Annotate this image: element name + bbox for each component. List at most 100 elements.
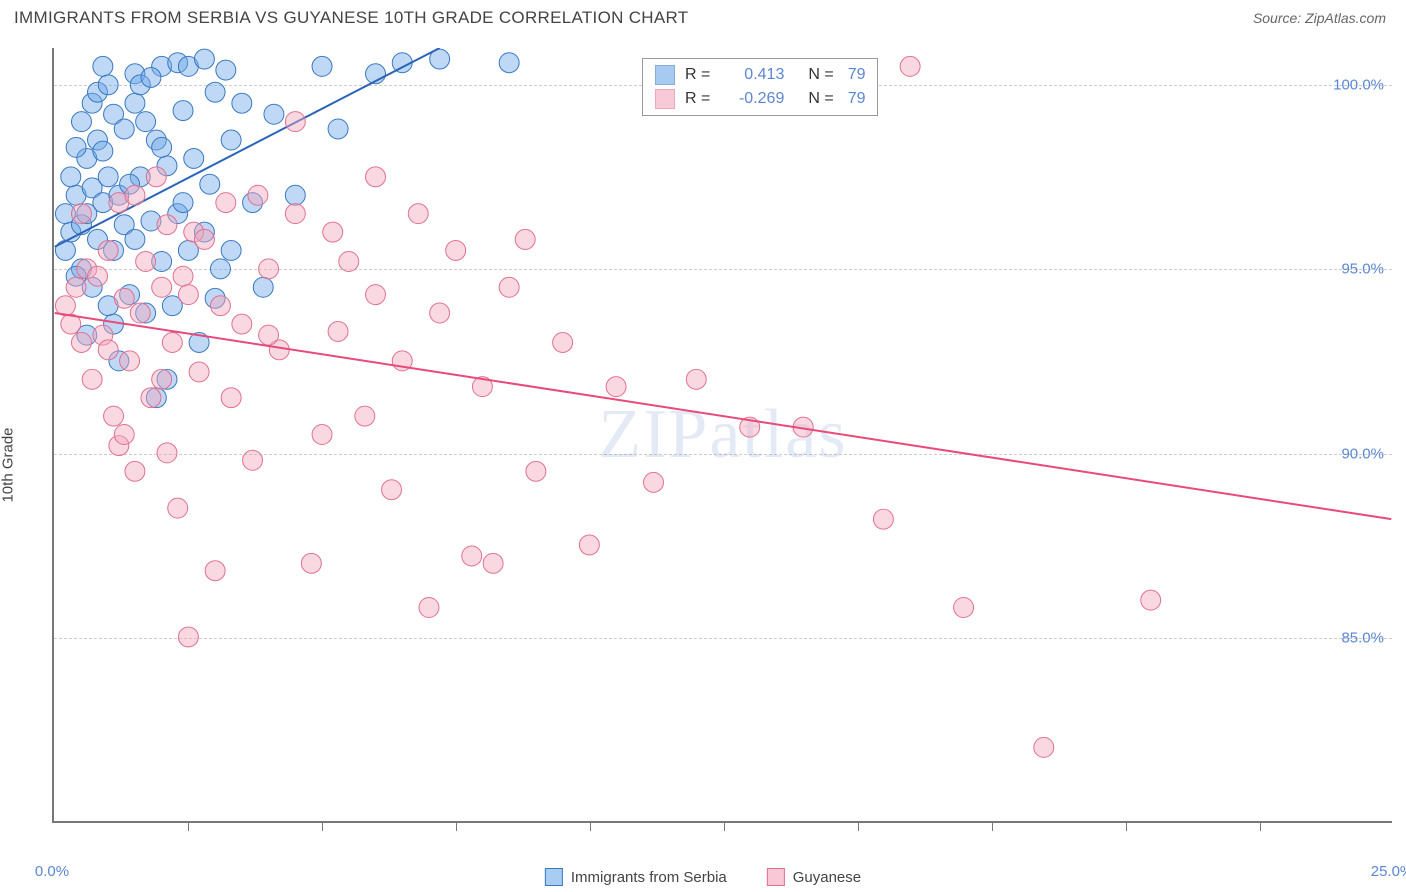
scatter-point [98,167,118,187]
scatter-point [221,130,241,150]
x-minor-tick [1126,821,1127,831]
scatter-point [125,93,145,113]
scatter-point [285,185,305,205]
scatter-point [686,369,706,389]
scatter-point [232,314,252,334]
x-minor-tick [322,821,323,831]
scatter-point [515,229,535,249]
scatter-point [606,377,626,397]
scatter-point [98,340,118,360]
scatter-point [210,296,230,316]
legend-n-value: 79 [848,90,866,108]
legend-label: Immigrants from Serbia [571,869,727,886]
x-minor-tick [992,821,993,831]
scatter-point [194,229,214,249]
chart-source: Source: ZipAtlas.com [1253,10,1386,26]
x-tick-label: 0.0% [35,863,69,880]
scatter-point [243,450,263,470]
scatter-point [178,627,198,647]
scatter-point [114,425,134,445]
legend-bottom-item: Guyanese [767,868,861,886]
correlation-legend: R =0.413N =79R =-0.269N =79 [642,58,878,116]
scatter-point [259,325,279,345]
scatter-point [499,53,519,73]
scatter-point [146,167,166,187]
scatter-point [104,406,124,426]
scatter-point [194,49,214,69]
scatter-point [408,204,428,224]
scatter-point [71,204,91,224]
scatter-point [125,229,145,249]
scatter-point [954,598,974,618]
scatter-point [82,369,102,389]
scatter-point [114,288,134,308]
scatter-point [66,277,86,297]
scatter-point [98,75,118,95]
chart-header: IMMIGRANTS FROM SERBIA VS GUYANESE 10TH … [0,0,1406,32]
scatter-point [328,321,348,341]
scatter-point [462,546,482,566]
legend-bottom: Immigrants from Serbia Guyanese [545,868,861,886]
scatter-point [355,406,375,426]
legend-r-label: R = [685,90,710,108]
plot-svg [54,48,1392,821]
scatter-point [259,259,279,279]
scatter-point [130,303,150,323]
scatter-point [152,277,172,297]
legend-bottom-item: Immigrants from Serbia [545,868,727,886]
scatter-point [264,104,284,124]
legend-swatch [655,65,675,85]
legend-swatch [767,868,785,886]
scatter-point [173,266,193,286]
chart-container: 10th Grade ZIPatlas 85.0%90.0%95.0%100.0… [0,38,1406,892]
scatter-point [189,362,209,382]
scatter-point [136,112,156,132]
scatter-point [873,509,893,529]
scatter-point [157,215,177,235]
scatter-point [162,333,182,353]
scatter-point [88,266,108,286]
legend-label: Guyanese [793,869,861,886]
y-axis-label: 10th Grade [0,427,17,502]
scatter-point [644,472,664,492]
scatter-point [312,425,332,445]
scatter-point [419,598,439,618]
plot-area: ZIPatlas 85.0%90.0%95.0%100.0%R =0.413N … [52,48,1392,823]
x-tick-label: 25.0% [1371,863,1406,880]
scatter-point [168,498,188,518]
legend-n-label: N = [808,90,833,108]
scatter-point [200,174,220,194]
legend-n-value: 79 [848,66,866,84]
scatter-point [61,167,81,187]
scatter-point [141,388,161,408]
trend-line [55,313,1392,519]
scatter-point [71,112,91,132]
scatter-point [66,137,86,157]
legend-row: R =-0.269N =79 [655,87,865,111]
scatter-point [446,240,466,260]
scatter-point [1034,737,1054,757]
scatter-point [430,303,450,323]
x-minor-tick [456,821,457,831]
x-minor-tick [590,821,591,831]
scatter-point [216,60,236,80]
scatter-point [483,553,503,573]
scatter-point [173,193,193,213]
scatter-point [93,141,113,161]
legend-n-label: N = [808,66,833,84]
scatter-point [152,137,172,157]
scatter-point [1141,590,1161,610]
legend-row: R =0.413N =79 [655,63,865,87]
scatter-point [328,119,348,139]
scatter-point [173,101,193,121]
scatter-point [253,277,273,297]
scatter-point [221,388,241,408]
scatter-point [553,333,573,353]
scatter-point [157,443,177,463]
legend-swatch [545,868,563,886]
scatter-point [312,56,332,76]
scatter-point [216,193,236,213]
scatter-point [55,240,75,260]
scatter-point [136,252,156,272]
scatter-point [366,285,386,305]
